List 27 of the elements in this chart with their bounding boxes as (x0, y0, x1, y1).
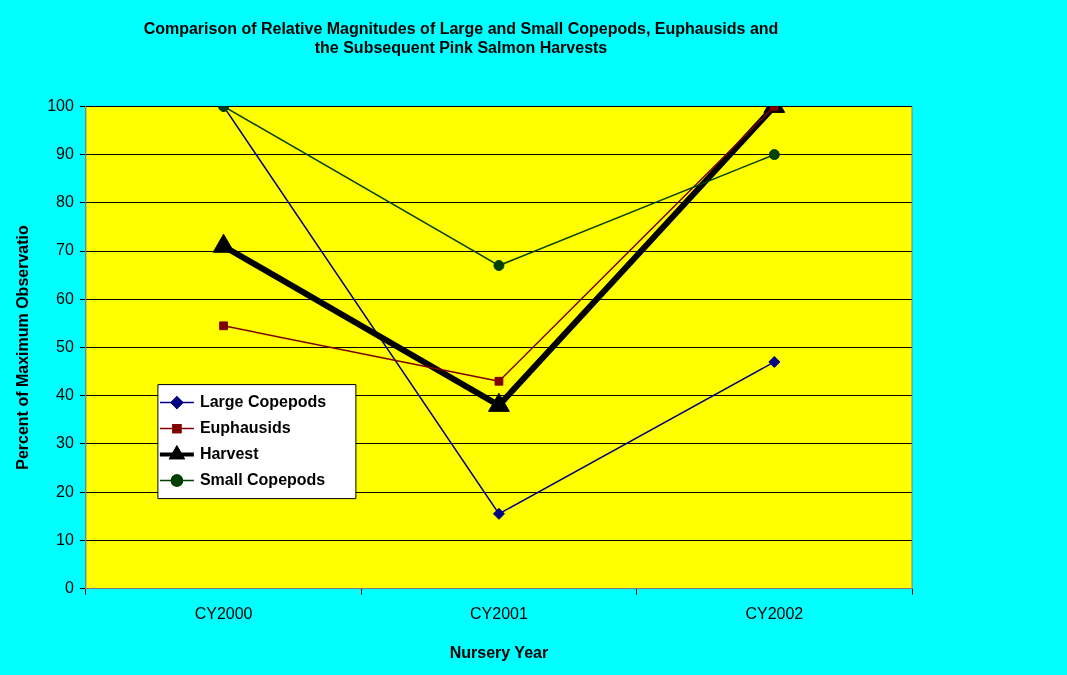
legend-label: Small Copepods (199, 471, 326, 489)
y-tick-label: 80 (56, 193, 74, 211)
y-tick-label: 10 (56, 530, 74, 548)
y-tick-label: 70 (56, 241, 74, 259)
y-tick-label: 0 (64, 579, 74, 597)
y-tick-label: 30 (56, 434, 74, 452)
legend-label: Harvest (199, 445, 260, 463)
legend-label: Euphausids (199, 419, 291, 437)
y-axis-title: Percent of Maximum Observatio (14, 225, 32, 470)
y-tick-label: 40 (56, 386, 74, 404)
y-tick-label: 60 (56, 289, 74, 307)
point (219, 321, 228, 331)
y-tick-label: 100 (47, 96, 74, 114)
x-tick-label: CY2001 (470, 604, 528, 622)
chart-title: Comparison of Relative Magnitudes of Large and Small Copepods, Euphausids and the Subsequent Pink Salmon Harvests (143, 20, 779, 57)
point (768, 355, 781, 368)
x-tick-label: CY2002 (745, 604, 804, 622)
y-tick-label: 50 (56, 337, 74, 355)
point (768, 149, 780, 161)
point (494, 376, 504, 386)
point (493, 260, 505, 272)
y-tick-label: 90 (56, 145, 74, 163)
point (492, 507, 505, 520)
y-tick-label: 20 (56, 482, 74, 500)
x-axis-title: Nursery Year (449, 643, 549, 661)
legend-label: Large Copepods (199, 393, 327, 411)
x-tick-label: CY2000 (194, 604, 253, 622)
